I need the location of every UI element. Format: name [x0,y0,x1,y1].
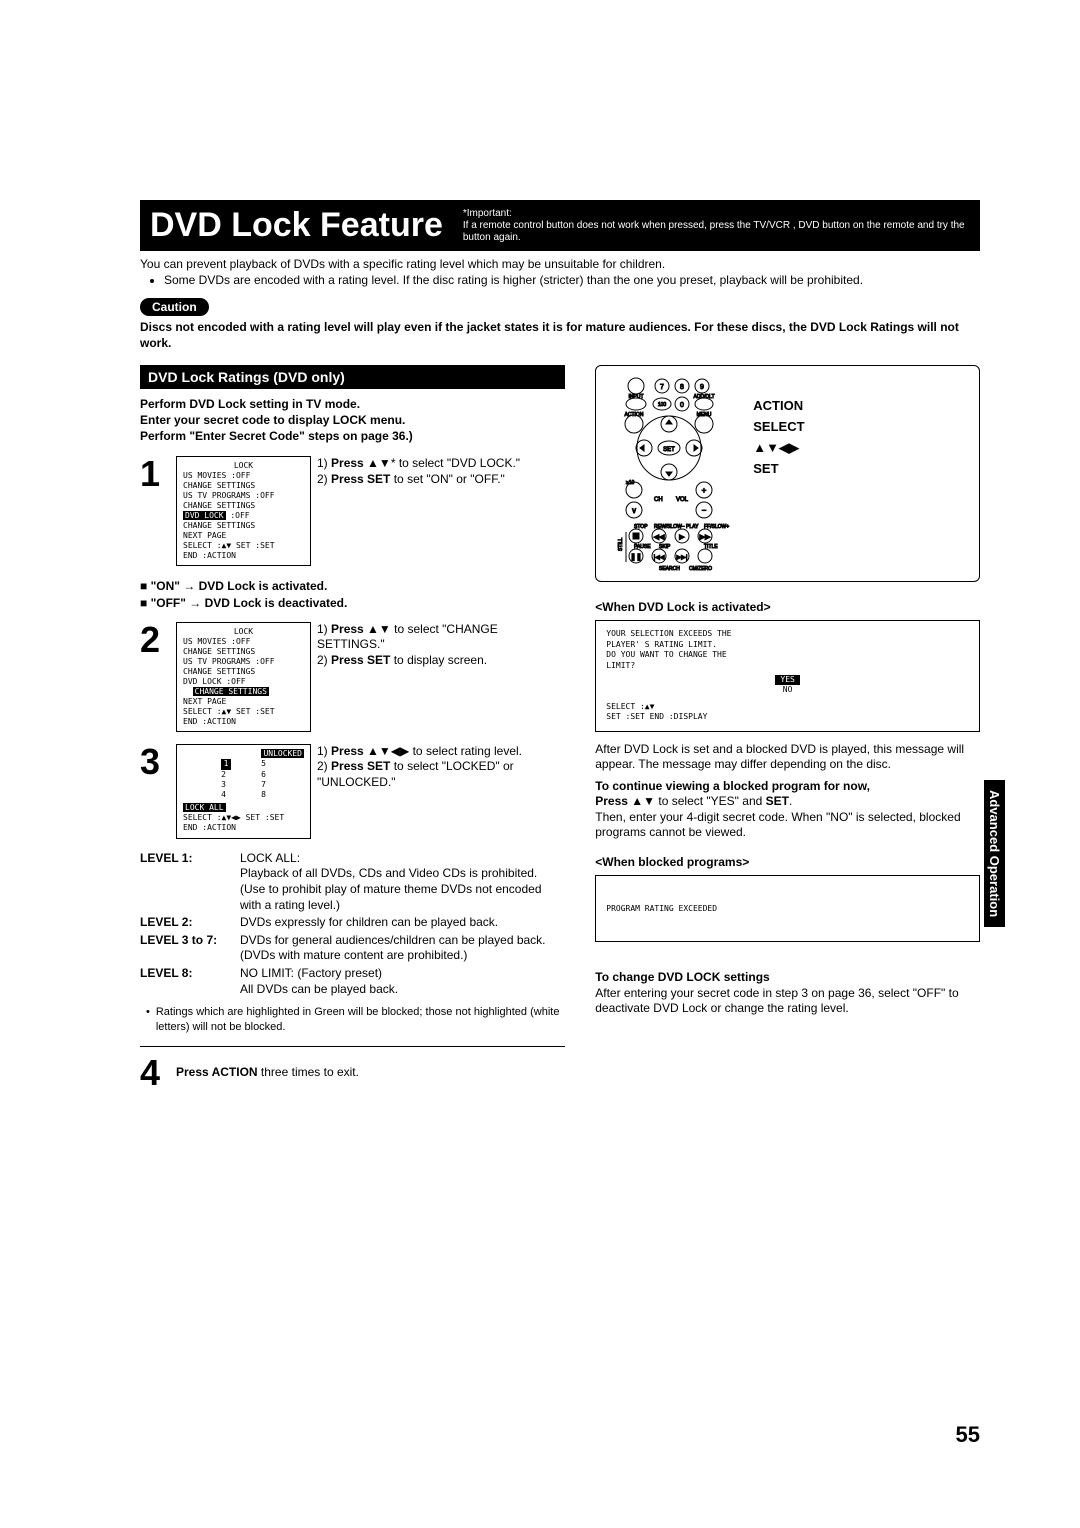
svg-text:9: 9 [700,384,704,391]
title-bar: DVD Lock Feature *Important: If a remote… [140,200,980,251]
rating-note: Ratings which are highlighted in Green w… [140,1005,565,1034]
svg-text:◀◀: ◀◀ [654,534,665,541]
step-3: 3 UNLOCKED 1 2 3 4 5 6 7 [140,744,565,839]
step-number: 3 [140,744,170,780]
step-4: 4 Press ACTION three times to exit. [140,1055,565,1091]
svg-text:≥10: ≥10 [626,480,635,486]
step-number: 2 [140,622,170,658]
svg-text:+: + [702,486,707,495]
step-1-instruction: 1) Press ▲▼* to select "DVD LOCK." 2) Pr… [317,456,565,487]
svg-text:8: 8 [680,384,684,391]
svg-text:▶▶|: ▶▶| [677,555,688,561]
svg-text:ADD/DLT: ADD/DLT [694,394,715,400]
svg-text:CM/ZERO: CM/ZERO [689,566,712,571]
after-para: After DVD Lock is set and a blocked DVD … [595,742,980,773]
step-number: 1 [140,456,170,492]
lock-screen-1: LOCK US MOVIES :OFF CHANGE SETTINGS US T… [176,456,311,566]
page-title: DVD Lock Feature [150,206,443,245]
on-off-block: ■ "ON" → DVD Lock is activated. ■ "OFF" … [140,578,565,612]
svg-text:100: 100 [658,402,667,408]
svg-text:SET: SET [663,447,675,453]
svg-text:MENU: MENU [697,412,712,418]
svg-text:ACTION: ACTION [625,412,644,418]
continue-para: To continue viewing a blocked program fo… [595,779,980,841]
caution-pill: Caution [140,298,209,316]
svg-text:−: − [702,506,707,515]
intro-bullet: Some DVDs are encoded with a rating leve… [164,273,980,289]
remote-diagram: 7 8 9 INPUT 100 0 ADD/DLT ACTION MENU [595,365,980,582]
program-exceeded-box: PROGRAM RATING EXCEEDED [595,875,980,942]
when-blocked-heading: <When blocked programs> [595,855,980,869]
svg-text:|◀◀: |◀◀ [654,555,665,561]
separator [140,1046,565,1047]
perform-text: Perform DVD Lock setting in TV mode. Ent… [140,397,565,444]
svg-text:PLAY: PLAY [686,524,699,530]
svg-text:▶: ▶ [680,534,686,541]
step-3-instruction: 1) Press ▲▼◀▶ to select rating level. 2)… [317,744,565,791]
title-note: *Important: If a remote control button d… [463,208,970,244]
svg-text:7: 7 [660,384,664,391]
intro-block: You can prevent playback of DVDs with a … [140,257,980,288]
change-para: To change DVD LOCK settings After enteri… [595,970,980,1017]
section-header: DVD Lock Ratings (DVD only) [140,365,565,389]
lock-screen-2: LOCK US MOVIES :OFF CHANGE SETTINGS US T… [176,622,311,732]
svg-text:∨: ∨ [631,506,637,515]
step-1: 1 LOCK US MOVIES :OFF CHANGE SETTINGS US… [140,456,565,566]
svg-text:VOL: VOL [676,497,689,503]
svg-text:❚❚: ❚❚ [630,553,642,561]
when-activated-heading: <When DVD Lock is activated> [595,600,980,614]
dialog-box: YOUR SELECTION EXCEEDS THE PLAYER' S RAT… [595,620,980,731]
side-tab: Advanced Operation [987,780,1002,927]
step-2-instruction: 1) Press ▲▼ to select "CHANGE SETTINGS."… [317,622,565,669]
step-2: 2 LOCK US MOVIES :OFF CHANGE SETTINGS US… [140,622,565,732]
svg-text:CH: CH [654,497,663,503]
page-number: 55 [956,1422,980,1448]
svg-text:INPUT: INPUT [629,394,644,400]
svg-text:▶▶: ▶▶ [700,534,711,541]
step-number: 4 [140,1055,170,1091]
caution-body: Discs not encoded with a rating level wi… [140,320,980,351]
rating-screen: UNLOCKED 1 2 3 4 5 6 7 8 [176,744,311,839]
level-descriptions: LEVEL 1:LOCK ALL: Playback of all DVDs, … [140,851,565,997]
svg-text:SEARCH: SEARCH [659,566,680,571]
svg-text:0: 0 [680,402,684,409]
svg-text:STILL: STILL [618,538,624,552]
remote-labels: ACTION SELECT ▲▼◀▶ SET [753,396,804,479]
remote-icon: 7 8 9 INPUT 100 0 ADD/DLT ACTION MENU [604,376,739,571]
intro-line: You can prevent playback of DVDs with a … [140,257,980,273]
